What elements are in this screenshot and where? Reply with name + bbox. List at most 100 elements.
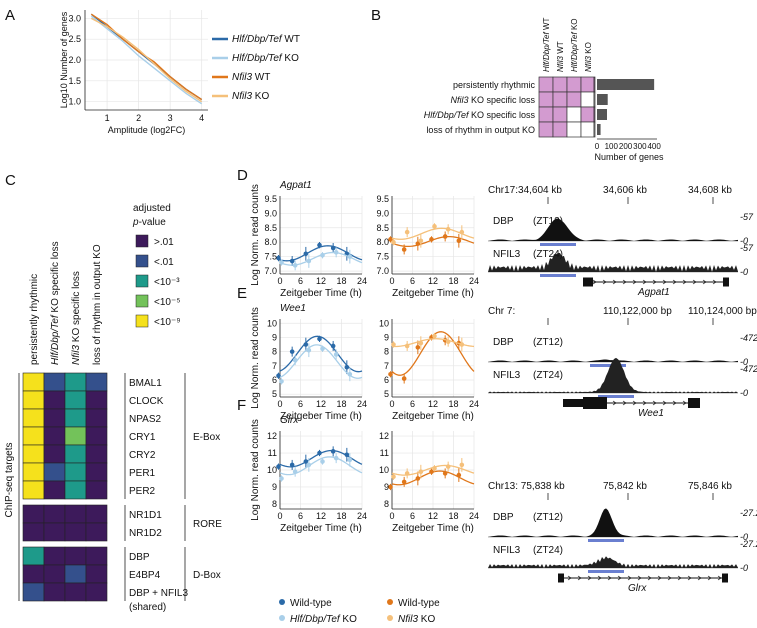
x-tick-label: 18 (448, 399, 458, 409)
track-min: -0 (740, 357, 748, 367)
data-point (303, 251, 309, 257)
y-tick-label: 2.0 (68, 55, 81, 65)
x-tick-label: 12 (428, 511, 438, 521)
y-tick-label: 8 (272, 347, 277, 357)
legend-label: Hlf/Dbp/Tef KO (232, 53, 299, 64)
strand-arrow (672, 400, 677, 406)
heatmap-cell (64, 480, 87, 500)
legend-label: Hlf/Dbp/Tef KO (290, 614, 357, 625)
strand-arrow (632, 400, 637, 406)
x-tick-label: 200 (619, 142, 633, 151)
column-header: Nfil3 KO (584, 42, 593, 72)
data-point (429, 469, 434, 474)
y-tick-label: 10 (379, 465, 389, 475)
data-point (432, 333, 437, 339)
matrix-cell (580, 121, 596, 138)
timecourse-orange-0 (388, 196, 475, 275)
peak-bar (540, 274, 576, 277)
y-tick-label: 8 (272, 499, 277, 509)
heatmap-cell (43, 564, 66, 584)
exon (583, 277, 593, 287)
track-min: -0 (740, 563, 748, 573)
group-label: E-Box (193, 432, 220, 443)
legend-title: p-value (132, 217, 166, 228)
heatmap-cell (43, 522, 66, 542)
gene-model-label: Wee1 (638, 408, 664, 419)
data-point (391, 474, 396, 480)
data-point (445, 464, 451, 469)
timecourse-orange-2 (388, 431, 475, 510)
column-header: Hlf/Dbp/Tef WT (542, 17, 551, 72)
data-point (418, 469, 424, 474)
x-tick-label: 0 (595, 142, 600, 151)
gene-label: PER2 (129, 486, 156, 497)
heatmap-cell (64, 462, 87, 482)
legend-title: adjusted (133, 203, 171, 214)
data-point (445, 226, 451, 232)
legend-dot (279, 615, 285, 621)
data-point (347, 372, 353, 377)
track-tf: DBP (493, 337, 514, 348)
gene-label: CRY1 (129, 432, 156, 443)
x-tick-label: 18 (336, 399, 346, 409)
y-tick-label: 6 (272, 375, 277, 385)
strand-arrow (632, 279, 637, 285)
x-tick-label: 0 (277, 511, 282, 521)
gene-label: NR1D2 (129, 528, 162, 539)
legend-label: Nfil3 WT (232, 72, 270, 83)
data-point (279, 476, 284, 481)
data-point (276, 373, 281, 379)
track-zt: (ZT12) (533, 337, 563, 348)
fit-curve (279, 456, 363, 476)
data-point (459, 462, 465, 468)
legend-swatch (135, 294, 149, 308)
legend-label: <.01 (154, 257, 174, 268)
peak-bar (588, 570, 624, 573)
data-point (333, 455, 339, 461)
heatmap-cell (22, 426, 45, 446)
heatmap-cell (85, 462, 108, 482)
signal-track (488, 556, 738, 568)
data-point (429, 237, 434, 242)
signal-track (488, 357, 738, 393)
data-point (317, 336, 322, 342)
track-max: -27.2 (740, 508, 757, 518)
heatmap-cell (64, 444, 87, 464)
gene-label: CRY2 (129, 450, 156, 461)
track-min: -0 (740, 388, 748, 398)
track-max: -57 (740, 243, 754, 253)
group-label: D-Box (193, 570, 221, 581)
data-point (289, 349, 295, 354)
panel-letter-f: F (237, 397, 246, 414)
legend-dot (279, 599, 285, 605)
track-tf: NFIL3 (493, 249, 521, 260)
x-tick-label: 12 (428, 276, 438, 286)
heatmap-cell (85, 444, 108, 464)
data-point (292, 357, 298, 363)
strand-arrow (607, 575, 612, 581)
row-label: loss of rhythm in output KO (426, 125, 535, 135)
strand-arrow (662, 279, 667, 285)
exon (563, 399, 583, 407)
x-tick-label: 24 (469, 276, 479, 286)
timecourse-blue-0 (276, 196, 363, 275)
x-tick-label: 0 (277, 399, 282, 409)
strand-arrow (697, 575, 702, 581)
y-tick-label: 10 (379, 318, 389, 328)
gene-label: E4BP4 (129, 570, 161, 581)
bar (597, 79, 655, 90)
heatmap-cell (64, 522, 87, 542)
column-header: Nfil3 WT (556, 41, 565, 72)
matrix-cell (552, 91, 568, 108)
heatmap-cell (22, 444, 45, 464)
gene-title: Glrx (280, 415, 299, 426)
panel-letter-c: C (5, 172, 16, 189)
strand-arrow (647, 575, 652, 581)
panel-letter-a: A (5, 7, 15, 24)
legend-label: Nfil3 KO (232, 91, 269, 102)
heatmap-cell (85, 546, 108, 566)
signal-track (488, 253, 738, 272)
legend-label: Nfil3 KO (398, 614, 435, 625)
y-tick-label: 7.5 (376, 252, 389, 262)
data-point (415, 345, 421, 350)
